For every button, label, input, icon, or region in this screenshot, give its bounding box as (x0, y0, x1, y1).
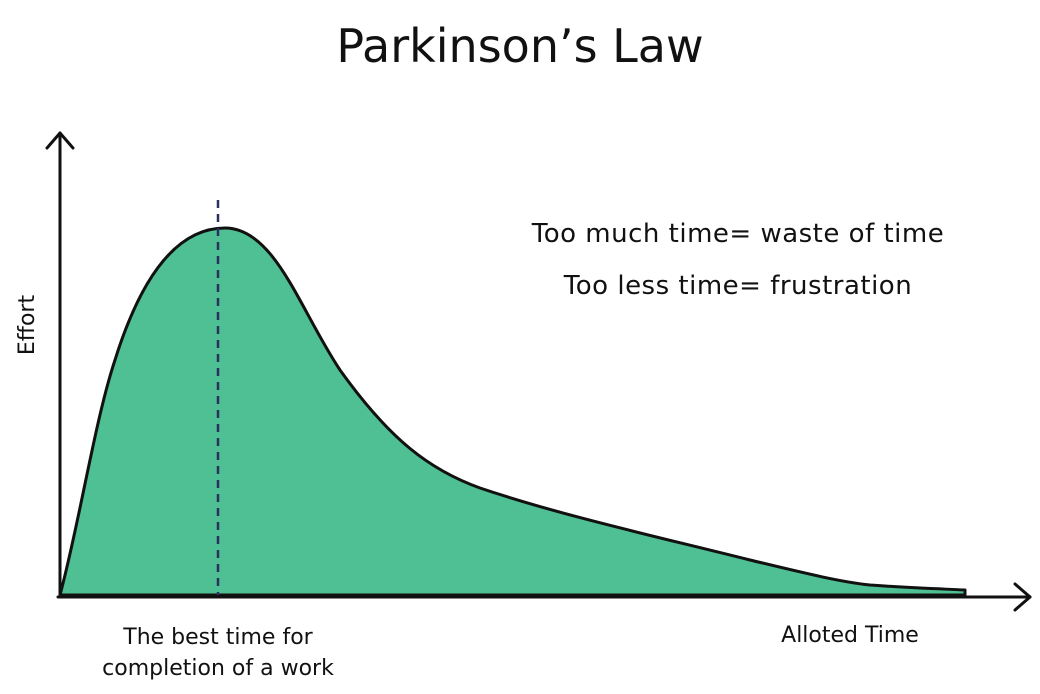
effort-curve (58, 226, 967, 597)
y-axis-label: Effort (15, 295, 40, 356)
marker-label-line: completion of a work (102, 656, 334, 681)
x-axis-label: Alloted Time (781, 623, 919, 648)
y-arrow (45, 131, 75, 150)
axes (45, 131, 1032, 612)
title: Parkinson’s Law (336, 19, 703, 73)
note: Too less time= frustration (563, 271, 912, 301)
marker-label-line: The best time for (122, 625, 313, 650)
x-arrow (1013, 582, 1032, 612)
note: Too much time= waste of time (531, 219, 944, 249)
